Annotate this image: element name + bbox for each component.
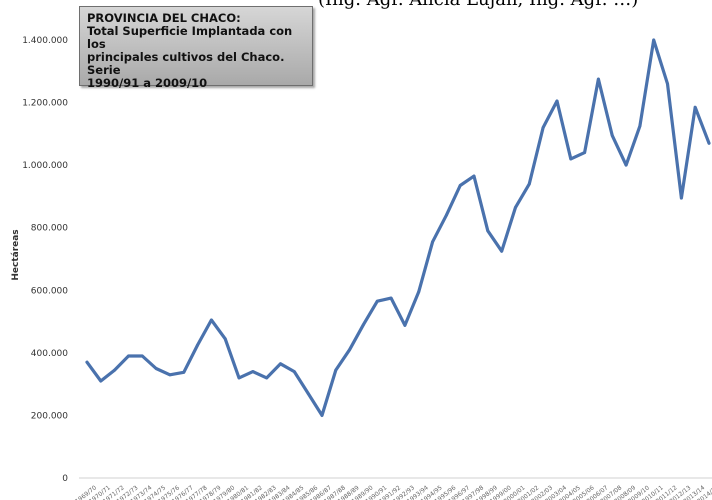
- data-point: [417, 290, 421, 294]
- data-point: [610, 134, 614, 137]
- data-point: [472, 174, 476, 178]
- data-point: [527, 182, 531, 186]
- data-point: [196, 343, 199, 347]
- data-point: [569, 157, 573, 161]
- series-line: [85, 38, 711, 417]
- y-tick-label: 1.400.000: [22, 36, 68, 46]
- data-point: [624, 163, 628, 167]
- x-axis-ticks: 1969/701970/711971/721972/731973/741974/…: [74, 484, 712, 500]
- data-points: [85, 38, 711, 417]
- data-point: [486, 229, 490, 233]
- y-tick-label: 200.000: [31, 411, 68, 421]
- data-point: [514, 205, 517, 209]
- data-point: [113, 368, 117, 372]
- data-point: [583, 151, 586, 155]
- data-point: [679, 196, 683, 200]
- y-axis-ticks: 0 200.000 400.000 600.000 800.000 1.000.000 1.…: [22, 36, 68, 484]
- data-point: [279, 362, 282, 366]
- data-point: [362, 323, 365, 327]
- data-point: [389, 296, 393, 300]
- data-point: [320, 414, 324, 417]
- y-axis-label: Hectáreas: [11, 229, 21, 280]
- chart-title-line: principales cultivos del Chaco. Serie: [87, 50, 285, 77]
- data-point: [223, 337, 227, 341]
- data-point: [85, 360, 89, 364]
- data-point: [403, 323, 407, 327]
- data-point: [652, 38, 656, 42]
- y-tick-label: 800.000: [31, 224, 68, 234]
- y-tick-label: 400.000: [31, 349, 68, 359]
- y-tick-label: 1.200.000: [22, 99, 68, 109]
- y-tick-label: 0: [62, 474, 68, 484]
- chart-title-line: PROVINCIA DEL CHACO:: [87, 11, 241, 25]
- y-tick-label: 1.000.000: [22, 161, 68, 171]
- data-point: [375, 299, 379, 303]
- y-tick-label: 600.000: [31, 286, 68, 296]
- data-point: [127, 354, 130, 358]
- data-point: [500, 249, 504, 253]
- chart-title-line: 1990/91 a 2009/10: [87, 76, 208, 90]
- data-point: [251, 370, 255, 374]
- data-point: [140, 354, 144, 358]
- data-point: [638, 124, 642, 128]
- top-caption: (Ing. Agr. Alicia Lujan, Ing. Agr. …): [318, 0, 712, 9]
- data-point: [597, 77, 600, 81]
- data-point: [555, 99, 559, 103]
- data-point: [693, 105, 697, 109]
- chart-title-box: PROVINCIA DEL CHACO: Total Superficie Im…: [79, 6, 313, 90]
- data-point: [541, 126, 545, 129]
- data-point: [334, 368, 338, 372]
- data-point: [210, 318, 213, 322]
- chart-title-line: Total Superficie Implantada con los: [87, 24, 293, 51]
- data-point: [444, 213, 448, 217]
- data-point: [707, 141, 711, 145]
- data-point: [292, 370, 296, 374]
- data-point: [458, 184, 462, 187]
- data-point: [265, 376, 269, 380]
- data-point: [431, 240, 434, 244]
- data-point: [306, 392, 310, 395]
- data-point: [168, 373, 172, 377]
- data-point: [182, 370, 186, 374]
- data-point: [99, 379, 103, 383]
- data-point: [237, 376, 241, 380]
- data-point: [348, 348, 352, 352]
- data-point: [666, 82, 669, 86]
- data-point: [154, 367, 158, 370]
